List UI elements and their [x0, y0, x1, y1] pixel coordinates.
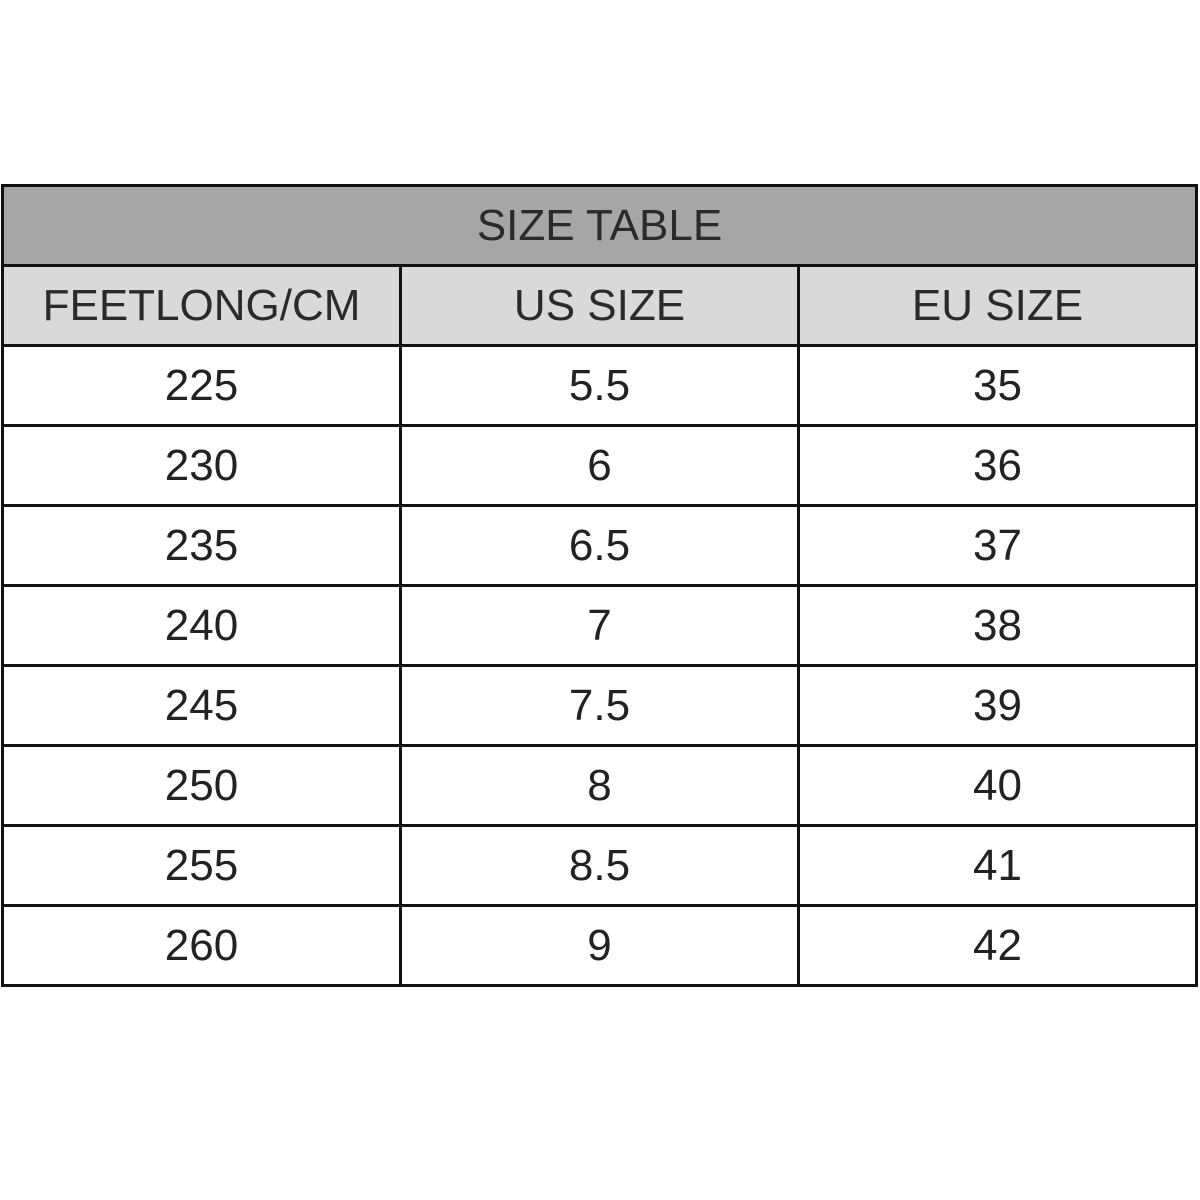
- us-size-cell: 9: [399, 904, 800, 987]
- eu-size-cell: 40: [797, 744, 1198, 827]
- size-table: SIZE TABLE FEETLONG/CM US SIZE EU SIZE 2…: [1, 184, 1198, 987]
- feet-length-cell: 250: [1, 744, 402, 827]
- table-row: 260 9 42: [1, 904, 1198, 987]
- column-header-us-size: US SIZE: [399, 264, 800, 347]
- us-size-cell: 6.5: [399, 504, 800, 587]
- table-row: 255 8.5 41: [1, 824, 1198, 907]
- column-header-feet-length: FEETLONG/CM: [1, 264, 402, 347]
- eu-size-cell: 36: [797, 424, 1198, 507]
- table-row: 235 6.5 37: [1, 504, 1198, 587]
- feet-length-cell: 245: [1, 664, 402, 747]
- eu-size-cell: 35: [797, 344, 1198, 427]
- feet-length-cell: 255: [1, 824, 402, 907]
- eu-size-cell: 38: [797, 584, 1198, 667]
- us-size-cell: 8: [399, 744, 800, 827]
- us-size-cell: 5.5: [399, 344, 800, 427]
- table-row: 245 7.5 39: [1, 664, 1198, 747]
- table-row: 230 6 36: [1, 424, 1198, 507]
- feet-length-cell: 240: [1, 584, 402, 667]
- us-size-cell: 7: [399, 584, 800, 667]
- eu-size-cell: 42: [797, 904, 1198, 987]
- column-header-eu-size: EU SIZE: [797, 264, 1198, 347]
- feet-length-cell: 260: [1, 904, 402, 987]
- eu-size-cell: 37: [797, 504, 1198, 587]
- title-row: SIZE TABLE: [1, 184, 1198, 267]
- table-row: 240 7 38: [1, 584, 1198, 667]
- eu-size-cell: 41: [797, 824, 1198, 907]
- us-size-cell: 7.5: [399, 664, 800, 747]
- header-row: FEETLONG/CM US SIZE EU SIZE: [1, 264, 1198, 347]
- feet-length-cell: 235: [1, 504, 402, 587]
- us-size-cell: 8.5: [399, 824, 800, 907]
- eu-size-cell: 39: [797, 664, 1198, 747]
- table-row: 225 5.5 35: [1, 344, 1198, 427]
- table-row: 250 8 40: [1, 744, 1198, 827]
- table-title: SIZE TABLE: [1, 184, 1198, 267]
- us-size-cell: 6: [399, 424, 800, 507]
- feet-length-cell: 225: [1, 344, 402, 427]
- feet-length-cell: 230: [1, 424, 402, 507]
